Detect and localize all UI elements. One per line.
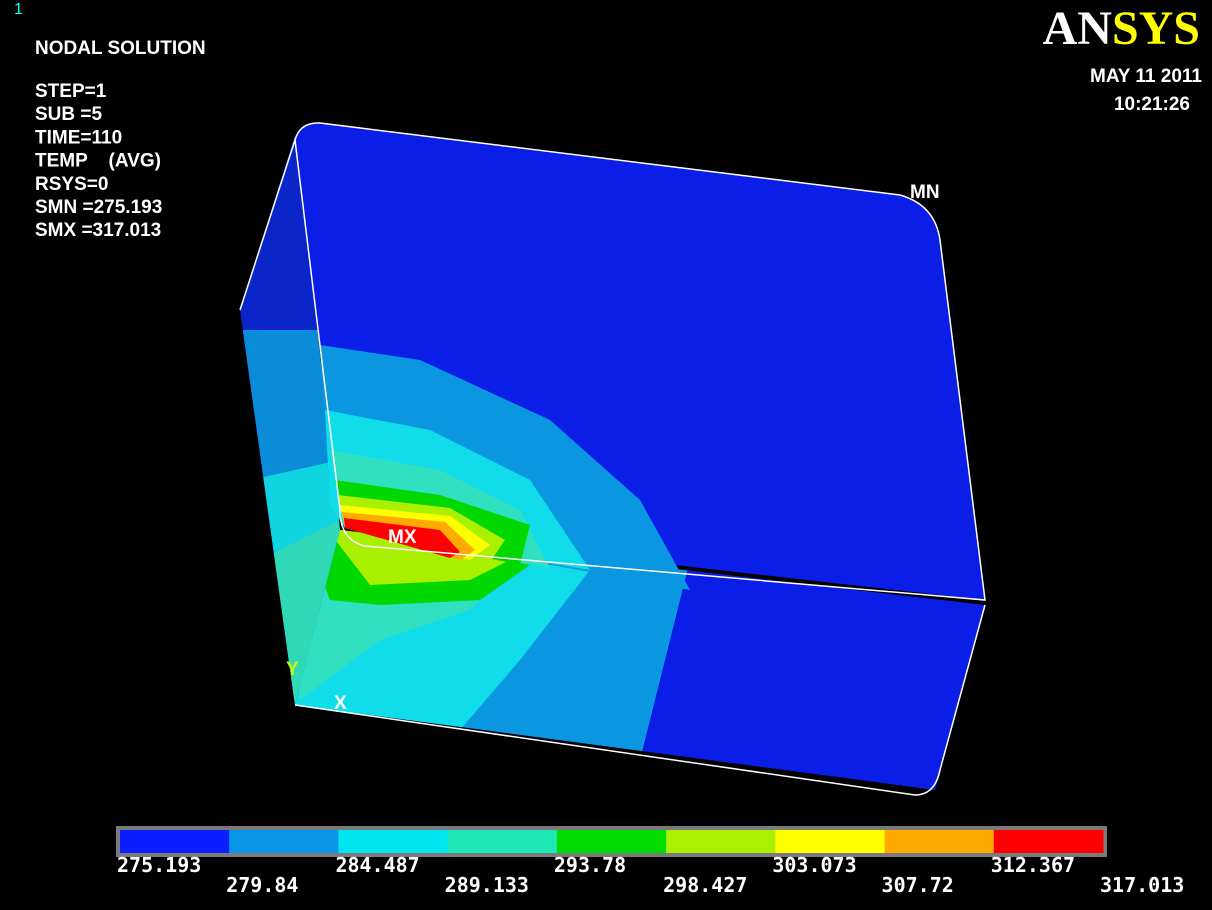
legend-swatch [557,830,667,853]
info-line: TEMP (AVG) [35,151,161,172]
legend-value: 298.427 [663,873,747,897]
time: 10:21:26 [1114,94,1190,115]
y-axis-label: Y [286,659,299,680]
legend-swatch [338,830,448,853]
plot-number: 1 [14,1,23,18]
info-line: STEP=1 [35,81,107,102]
legend-swatch [885,830,995,853]
legend-swatch [775,830,885,853]
logo-an: AN [1043,2,1113,55]
info-line: TIME=110 [35,127,122,148]
ansys-window: 1 NODAL SOLUTION STEP=1SUB =5TIME=110 TEM… [0,0,1212,910]
legend-value: 312.367 [991,853,1075,877]
legend-value: 303.073 [772,853,856,877]
max-label: MX [388,527,417,548]
legend-swatch [448,830,558,853]
legend-value: 275.193 [117,853,201,877]
logo-sys: SYS [1112,2,1200,55]
legend-value: 289.133 [445,873,529,897]
logo: ANSYS [1043,2,1200,55]
legend-value: 293.78 [554,853,626,877]
legend-swatch [120,830,230,853]
legend-value: 279.84 [226,873,298,897]
info-line: SMN =275.193 [35,197,162,218]
legend-swatch [229,830,339,853]
date: MAY 11 2011 [1090,66,1202,87]
x-axis-label: X [334,693,347,714]
info-line: SMX =317.013 [35,220,161,241]
title: NODAL SOLUTION [35,38,206,59]
page: 1 NODAL SOLUTION STEP=1SUB =5TIME=110 TEM… [0,0,1212,910]
legend-swatch [994,830,1104,853]
min-label: MN [910,182,940,203]
legend-swatch [666,830,776,853]
legend-value: 284.487 [335,853,419,877]
legend-value: 307.72 [882,873,954,897]
info-line: RSYS=0 [35,174,108,195]
info-line: SUB =5 [35,104,102,125]
legend-value: 317.013 [1100,873,1184,897]
